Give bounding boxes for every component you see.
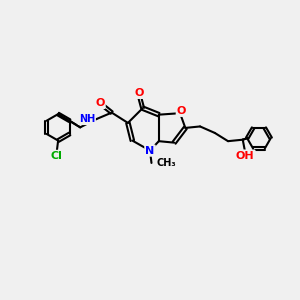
Text: NH: NH (79, 114, 95, 124)
Text: CH₃: CH₃ (157, 158, 176, 168)
Text: OH: OH (236, 151, 254, 160)
Text: O: O (95, 98, 105, 108)
Text: O: O (134, 88, 144, 98)
Text: O: O (177, 106, 186, 116)
Text: Cl: Cl (51, 151, 63, 161)
Text: N: N (146, 146, 154, 156)
